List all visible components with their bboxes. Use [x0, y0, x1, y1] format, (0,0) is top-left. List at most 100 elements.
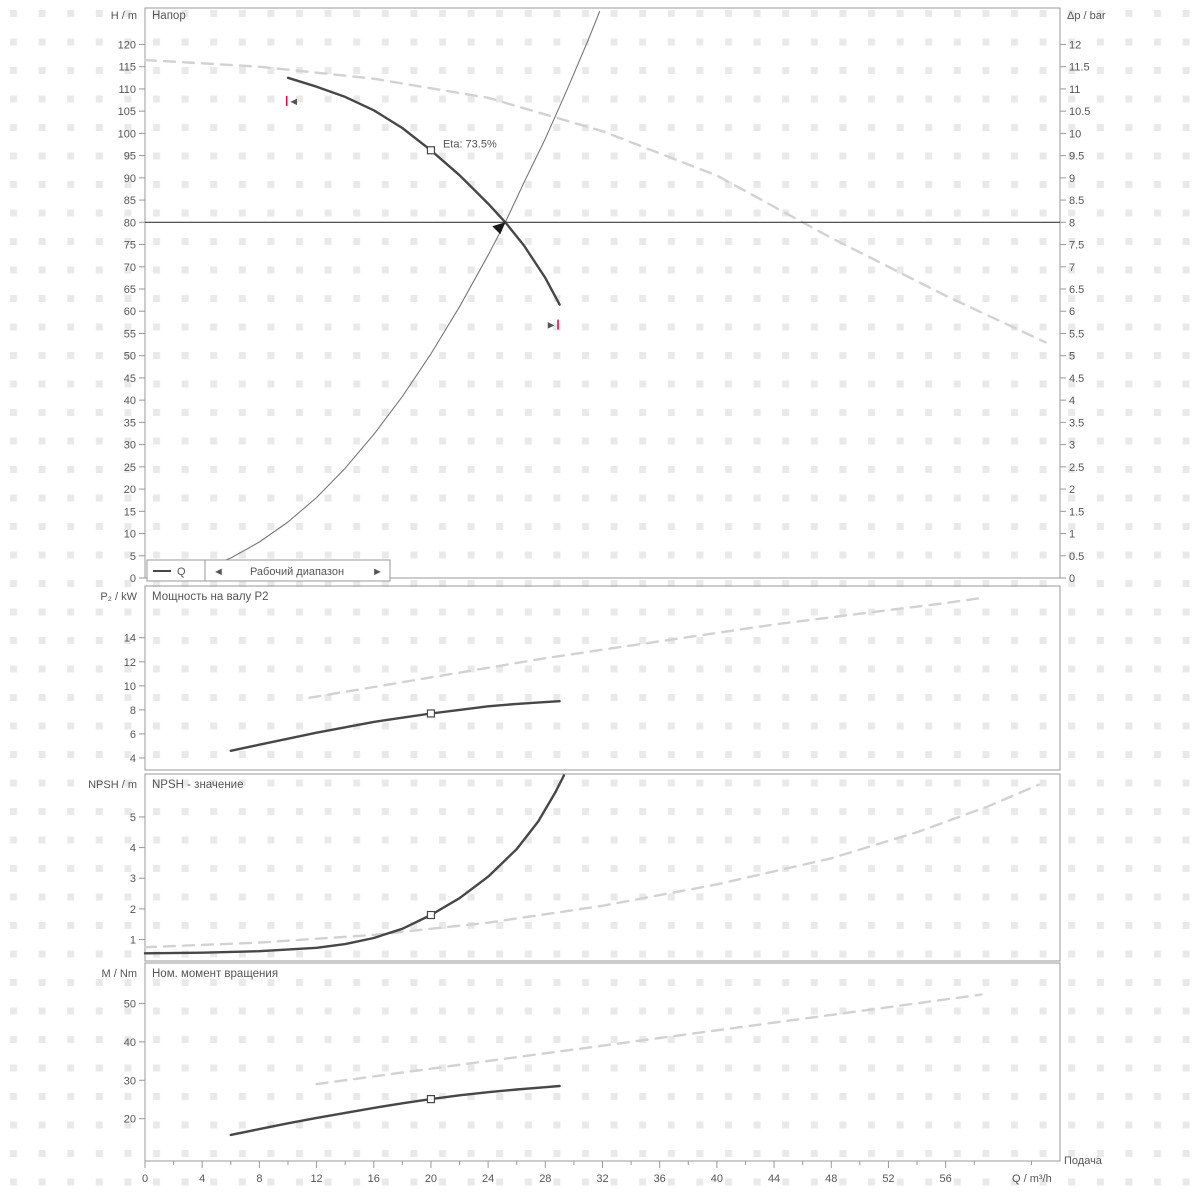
- tick-label: 8: [1069, 217, 1075, 229]
- tick-label: 8: [256, 1173, 262, 1185]
- torque-chart-title: Ном. момент вращения: [152, 968, 278, 980]
- tick-label: 2: [130, 904, 136, 916]
- tick-label: 2: [1069, 484, 1075, 496]
- tick-label: 50: [124, 351, 136, 363]
- tick-label: 28: [539, 1173, 551, 1185]
- head-plot-border: [144, 7, 1061, 579]
- legend-series-label: Q: [177, 566, 186, 578]
- npsh-axis-unit: NPSH / m: [88, 779, 137, 791]
- tick-label: 4: [199, 1173, 205, 1185]
- tick-label: 3: [130, 873, 136, 885]
- tick-label: 9: [1069, 173, 1075, 185]
- tick-label: 30: [124, 1075, 136, 1087]
- legend-range-label: Рабочий диапазон: [250, 566, 344, 578]
- npsh-duty-marker: [426, 910, 436, 920]
- tick-label: 10: [124, 681, 136, 693]
- flow-axis-caption: Подача: [1064, 1155, 1103, 1167]
- tick-label: 0: [142, 1173, 148, 1185]
- tick-label: 11.5: [1069, 62, 1090, 74]
- power-full-range-curve: [308, 596, 983, 699]
- tick-label: 40: [124, 395, 136, 407]
- tick-label: 0: [130, 573, 136, 585]
- tick-label: 15: [124, 506, 136, 518]
- tick-label: 6.5: [1069, 284, 1084, 296]
- tick-label: 8.5: [1069, 195, 1084, 207]
- flow-axis: 0 4 8 12 16 20 24 28 32 36 40 44 48 52 56: [142, 1161, 1032, 1185]
- legend-range-arrow-left-icon: ◄: [213, 566, 224, 578]
- tick-label: 85: [124, 195, 136, 207]
- npsh-full-range-curve: [143, 783, 1040, 949]
- tick-label: 4: [130, 753, 136, 765]
- torque-axis-unit: M / Nm: [102, 968, 137, 980]
- eta-label: Eta: 73.5%: [443, 138, 497, 150]
- tick-label: 50: [124, 998, 136, 1010]
- tick-label: 100: [118, 128, 136, 140]
- npsh-chart-title: NPSH - значение: [152, 779, 244, 791]
- tick-label: 20: [124, 484, 136, 496]
- power-chart-panel: 4 6 8 10 12 14: [124, 585, 1061, 771]
- tick-label: 5: [130, 812, 136, 824]
- head-duty-marker: [426, 146, 436, 155]
- flow-axis-unit: Q / m³/h: [1012, 1173, 1052, 1185]
- power-chart-title: Мощность на валу P2: [152, 591, 269, 603]
- tick-label: 75: [124, 240, 136, 252]
- tick-label: 7.5: [1069, 240, 1084, 252]
- tick-label: 52: [882, 1173, 894, 1185]
- torque-curve: [229, 1084, 561, 1137]
- tick-label: 80: [124, 217, 136, 229]
- tick-label: 65: [124, 284, 136, 296]
- tick-label: 7: [1069, 262, 1075, 274]
- tick-label: 36: [654, 1173, 666, 1185]
- tick-label: 9.5: [1069, 151, 1084, 163]
- tick-label: 48: [825, 1173, 837, 1185]
- torque-duty-marker: [426, 1095, 436, 1104]
- tick-label: 8: [130, 705, 136, 717]
- power-duty-marker: [426, 709, 436, 718]
- head-chart-panel: 0510152025303540455055606570758085909510…: [118, 7, 1090, 585]
- tick-label: 5: [130, 551, 136, 563]
- tick-label: 24: [482, 1173, 494, 1185]
- tick-label: 35: [124, 417, 136, 429]
- tick-label: 40: [711, 1173, 723, 1185]
- tick-label: 3: [1069, 440, 1075, 452]
- tick-label: 25: [124, 462, 136, 474]
- tick-label: 5.5: [1069, 328, 1084, 340]
- tick-label: 10.5: [1069, 106, 1090, 118]
- tick-label: 90: [124, 173, 136, 185]
- npsh-plot-border: [144, 773, 1061, 962]
- npsh-chart-panel: 1 2 3 4 5: [130, 773, 1061, 962]
- tick-label: 3.5: [1069, 417, 1084, 429]
- range-arrow-left-icon: ◄: [288, 96, 299, 108]
- tick-label: 2.5: [1069, 462, 1084, 474]
- tick-label: 14: [124, 633, 136, 645]
- head-axis-unit-right: Δp / bar: [1067, 10, 1106, 22]
- tick-label: 32: [596, 1173, 608, 1185]
- tick-label: 40: [124, 1037, 136, 1049]
- legend-range-arrow-right-icon: ►: [372, 566, 383, 578]
- tick-label: 4.5: [1069, 373, 1084, 385]
- pump-curve: [286, 76, 561, 306]
- tick-label: 95: [124, 151, 136, 163]
- tick-label: 1.5: [1069, 506, 1084, 518]
- tick-label: 1: [130, 935, 136, 947]
- tick-label: 120: [118, 39, 136, 51]
- tick-label: 11: [1069, 84, 1080, 96]
- tick-label: 12: [310, 1173, 322, 1185]
- tick-label: 10: [124, 529, 136, 541]
- tick-label: 70: [124, 262, 136, 274]
- tick-label: 20: [425, 1173, 437, 1185]
- tick-label: 16: [368, 1173, 380, 1185]
- power-axis-unit: P₂ / kW: [100, 591, 137, 603]
- tick-label: 12: [124, 657, 136, 669]
- torque-full-range-curve: [315, 993, 983, 1086]
- tick-label: 6: [130, 729, 136, 741]
- power-curve: [229, 700, 561, 752]
- tick-label: 0.5: [1069, 551, 1084, 563]
- tick-label: 4: [1069, 395, 1075, 407]
- tick-label: 12: [1069, 39, 1081, 51]
- tick-label: 1: [1069, 529, 1075, 541]
- tick-label: 20: [124, 1114, 136, 1126]
- tick-label: 30: [124, 440, 136, 452]
